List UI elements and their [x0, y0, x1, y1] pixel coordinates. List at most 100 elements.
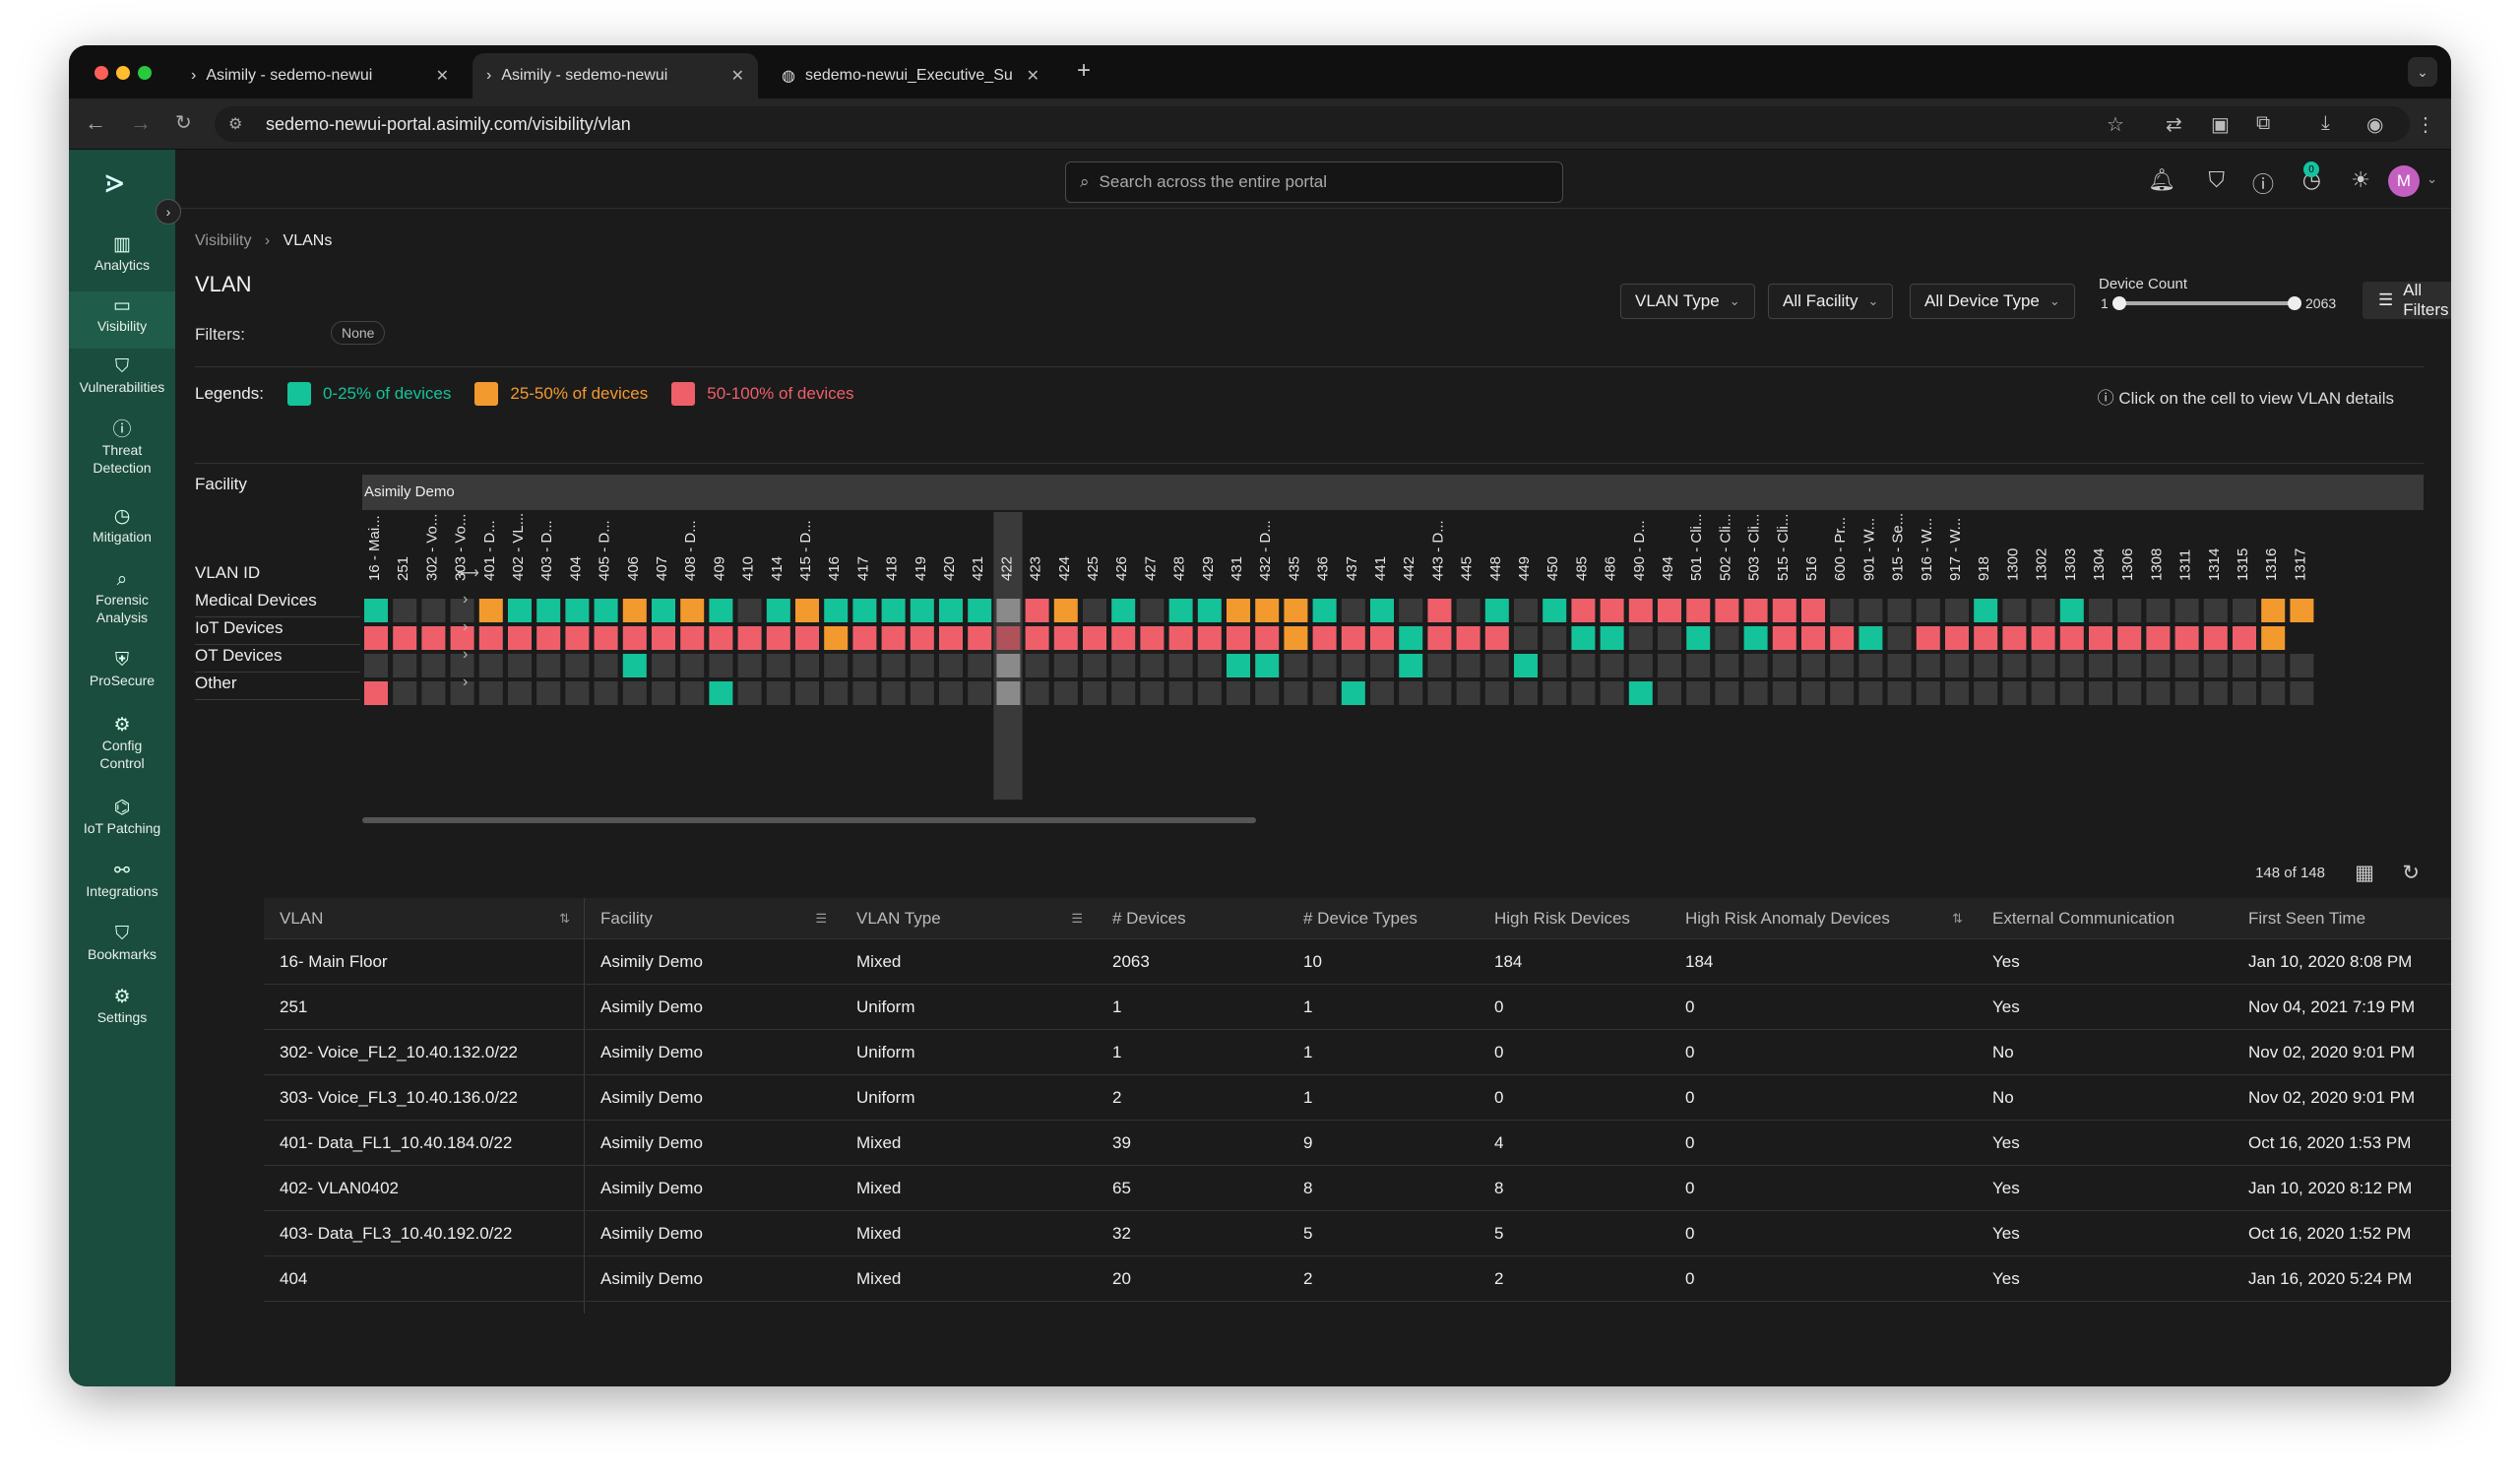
heatmap-cell[interactable]: [594, 626, 618, 650]
vlan-id-tick-label[interactable]: 428: [1171, 556, 1188, 581]
heatmap-cell[interactable]: [1571, 654, 1596, 677]
heatmap-cell[interactable]: [1083, 681, 1106, 705]
vlan-id-tick-label[interactable]: 422: [998, 556, 1015, 581]
heatmap-cell[interactable]: [421, 599, 446, 622]
collapse-sidebar-button[interactable]: ›: [156, 199, 181, 225]
heatmap-cell[interactable]: [795, 599, 819, 622]
sidebar-item-settings[interactable]: ⚙ Settings: [69, 988, 175, 1042]
heatmap-cell[interactable]: [1658, 654, 1681, 677]
heatmap-cell[interactable]: [881, 681, 906, 705]
heatmap-cell[interactable]: [680, 681, 705, 705]
facility-dropdown[interactable]: All Facility ⌄: [1768, 284, 1894, 319]
heatmap-cell[interactable]: [1053, 654, 1078, 677]
heatmap-cell[interactable]: [881, 626, 906, 650]
heatmap-cell[interactable]: [1945, 654, 1969, 677]
heatmap-cell[interactable]: [1801, 599, 1825, 622]
heatmap-cell[interactable]: [2117, 681, 2142, 705]
heatmap-cell[interactable]: [1456, 681, 1480, 705]
heatmap-cell[interactable]: [450, 681, 474, 705]
table-row[interactable]: 403- Data_FL3_10.40.192.0/22 Asimily Demo…: [264, 1211, 2451, 1256]
heatmap-cell[interactable]: [1543, 654, 1567, 677]
sidebar-item-prosecure[interactable]: ⛨ ProSecure: [69, 651, 175, 705]
heatmap-row-label[interactable]: Medical Devices: [195, 591, 317, 610]
heatmap-cell[interactable]: [1628, 681, 1653, 705]
chevron-right-icon[interactable]: ›: [463, 646, 469, 663]
chevron-down-icon[interactable]: ⌄: [2426, 171, 2437, 186]
heatmap-cell[interactable]: [1197, 626, 1222, 650]
heatmap-cell[interactable]: [1600, 599, 1624, 622]
device-count-slider[interactable]: [2112, 296, 2301, 310]
heatmap-cell[interactable]: [680, 599, 705, 622]
vlan-id-tick-label[interactable]: 406: [625, 556, 642, 581]
heatmap-cell[interactable]: [1801, 654, 1825, 677]
heatmap-cell[interactable]: [910, 599, 934, 622]
heatmap-cell[interactable]: [1140, 681, 1165, 705]
heatmap-cell[interactable]: [2261, 599, 2286, 622]
info-icon[interactable]: ⓘ: [2251, 172, 2274, 197]
vlan-id-tick-label[interactable]: 303 - Vo...: [453, 514, 470, 581]
column-header-first-seen[interactable]: First Seen Time: [2248, 908, 2366, 928]
heatmap-cell[interactable]: [1140, 626, 1165, 650]
heatmap-cell[interactable]: [852, 681, 877, 705]
vlan-id-tick-label[interactable]: 450: [1544, 556, 1561, 581]
heatmap-cell[interactable]: [478, 599, 503, 622]
heatmap-cell[interactable]: [2089, 654, 2112, 677]
heatmap-cell[interactable]: [1370, 599, 1394, 622]
heatmap-cell[interactable]: [1830, 599, 1855, 622]
table-row[interactable]: 16- Main Floor Asimily Demo Mixed 2063 10 184…: [264, 939, 2451, 985]
heatmap-cell[interactable]: [1399, 654, 1423, 677]
heatmap-cell[interactable]: [1140, 654, 1165, 677]
heatmap-cell[interactable]: [996, 654, 1021, 677]
heatmap-cell[interactable]: [824, 599, 849, 622]
heatmap-cell[interactable]: [1686, 599, 1711, 622]
vlan-id-tick-label[interactable]: 1302: [2034, 548, 2050, 581]
heatmap-cell[interactable]: [737, 681, 762, 705]
table-row[interactable]: 303- Voice_FL3_10.40.136.0/22 Asimily Dem…: [264, 1075, 2451, 1121]
heatmap-cell[interactable]: [1571, 599, 1596, 622]
vlan-id-tick-label[interactable]: 501 - Cli...: [1688, 514, 1705, 581]
vlan-id-tick-label[interactable]: 1314: [2206, 548, 2223, 581]
heatmap-cell[interactable]: [1858, 599, 1883, 622]
heatmap-cell[interactable]: [2233, 654, 2256, 677]
heatmap-cell[interactable]: [1887, 681, 1912, 705]
vlan-id-tick-label[interactable]: 448: [1487, 556, 1504, 581]
heatmap-cell[interactable]: [652, 681, 675, 705]
heatmap-cell[interactable]: [881, 599, 906, 622]
heatmap-cell[interactable]: [1025, 681, 1049, 705]
maximize-window-button[interactable]: [138, 66, 152, 80]
heatmap-cell[interactable]: [1945, 599, 1969, 622]
slider-max-handle[interactable]: [2288, 296, 2301, 310]
forward-icon[interactable]: →: [130, 110, 152, 135]
heatmap-cell[interactable]: [1658, 599, 1681, 622]
profile-icon[interactable]: ◉: [2366, 114, 2384, 136]
vlan-id-tick-label[interactable]: 486: [1603, 556, 1619, 581]
heatmap-cell[interactable]: [1227, 626, 1250, 650]
vlan-id-tick-label[interactable]: 1304: [2091, 548, 2108, 581]
heatmap-cell[interactable]: [996, 626, 1021, 650]
close-tab-icon[interactable]: ✕: [730, 68, 744, 85]
heatmap-cell[interactable]: [1427, 654, 1452, 677]
sidebar-item-mitigation[interactable]: ◷ Mitigation: [69, 507, 175, 561]
vlan-id-tick-label[interactable]: 414: [769, 556, 786, 581]
heatmap-cell[interactable]: [1025, 599, 1049, 622]
column-header-vlan[interactable]: VLAN ⇅: [264, 898, 585, 938]
heatmap-cell[interactable]: [766, 599, 790, 622]
column-header-high-risk-anomaly[interactable]: High Risk Anomaly Devices ⇅: [1685, 908, 1963, 928]
vlan-id-tick-label[interactable]: 1303: [2062, 548, 2079, 581]
heatmap-cell[interactable]: [2290, 599, 2314, 622]
heatmap-cell[interactable]: [1600, 654, 1624, 677]
vlan-id-tick-label[interactable]: 441: [1372, 556, 1389, 581]
vlan-id-tick-label[interactable]: 1306: [2119, 548, 2136, 581]
heatmap-cell[interactable]: [1456, 626, 1480, 650]
vlan-id-tick-label[interactable]: 915 - Se...: [1890, 513, 1907, 581]
heatmap-cell[interactable]: [393, 599, 417, 622]
heatmap-cell[interactable]: [622, 654, 647, 677]
breadcrumb-visibility[interactable]: Visibility: [195, 232, 252, 249]
heatmap-cell[interactable]: [1456, 654, 1480, 677]
heatmap-cell[interactable]: [881, 654, 906, 677]
heatmap-cell[interactable]: [968, 599, 992, 622]
vlan-id-tick-label[interactable]: 403 - D...: [538, 520, 555, 581]
heatmap-cell[interactable]: [508, 681, 532, 705]
column-header-external-communication[interactable]: External Communication: [1992, 908, 2175, 928]
filter-icon[interactable]: ☰: [815, 910, 827, 926]
